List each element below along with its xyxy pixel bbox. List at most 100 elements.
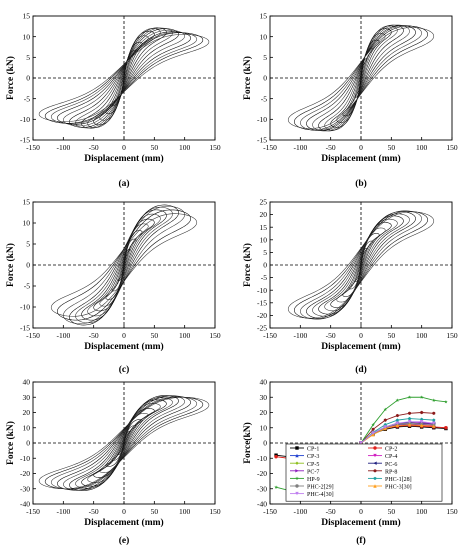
marker-triangle-down	[295, 491, 299, 496]
hysteresis-loops	[38, 27, 210, 129]
x-tick-label: 50	[151, 143, 159, 152]
x-tick-label: -50	[326, 331, 336, 340]
marker-star	[383, 407, 388, 411]
hysteresis-loop	[287, 27, 435, 129]
hysteresis-loop	[318, 215, 404, 315]
x-tick-label: 100	[179, 143, 191, 152]
y-tick-label: 0	[26, 439, 30, 448]
marker-hexagon	[383, 418, 387, 422]
x-tick-label: -100	[56, 331, 70, 340]
marker-star	[395, 398, 400, 402]
panel-a: -150 -100 -50 0 50 100 150-15-10-5051015Displa…	[5, 12, 221, 189]
hysteresis-loop	[38, 34, 210, 122]
y-tick-label: 40	[260, 378, 268, 387]
x-axis-label: Displacement (mm)	[321, 153, 400, 164]
marker-triangle-up	[373, 484, 377, 488]
marker-triangle-down	[432, 421, 436, 425]
hysteresis-loop	[93, 218, 155, 312]
y-axis-label: Force (kN)	[242, 56, 253, 100]
hysteresis-loop	[306, 211, 416, 319]
hysteresis-loop	[63, 395, 185, 491]
hysteresis-loop	[105, 230, 143, 300]
hysteresis-loop	[293, 25, 429, 131]
y-tick-label: 10	[23, 32, 31, 41]
y-tick-label: -10	[257, 115, 267, 124]
y-tick-label: 0	[263, 439, 267, 448]
marker-triangle-up	[419, 423, 424, 428]
y-tick-label: -5	[261, 273, 267, 282]
x-tick-label: -100	[293, 507, 307, 516]
y-axis-label: Force (kN)	[5, 421, 16, 465]
marker-star	[444, 399, 448, 404]
marker-star	[274, 485, 278, 489]
x-tick-label: -50	[326, 507, 336, 516]
y-tick-label: -40	[257, 500, 267, 509]
marker-triangle-down	[373, 453, 377, 458]
x-axis-label: Displacement (mm)	[321, 517, 400, 528]
marker-hexagon	[395, 413, 399, 418]
hysteresis-loop	[287, 211, 435, 319]
x-tick-label: 150	[446, 331, 458, 340]
y-axis-label: Force(kN)	[242, 422, 253, 464]
legend-label: HP-9	[307, 477, 320, 483]
x-tick-label: 100	[179, 507, 191, 516]
marker-triangle-up	[432, 424, 436, 428]
x-tick-label: 150	[446, 143, 458, 152]
y-tick-label: 20	[23, 408, 31, 417]
x-axis-label: Displacement (mm)	[321, 341, 400, 352]
x-tick-label: -150	[263, 143, 277, 152]
x-tick-label: -150	[263, 507, 277, 516]
marker-hexagon	[371, 427, 375, 431]
panels-group: -150 -100 -50 0 50 100 150-15-10-5051015Displa…	[5, 12, 458, 546]
x-tick-label: -100	[56, 143, 70, 152]
y-tick-label: -5	[261, 94, 267, 103]
hysteresis-loop	[69, 204, 179, 326]
marker-triangle-up	[395, 423, 400, 428]
hysteresis-loops	[287, 24, 435, 132]
legend-label: CP-5	[307, 462, 319, 468]
legend-box	[285, 443, 443, 502]
x-tick-label: 50	[388, 331, 396, 340]
y-tick-label: -5	[24, 282, 30, 291]
hysteresis-loop	[348, 48, 374, 108]
y-tick-label: -30	[20, 484, 30, 493]
hysteresis-loop	[324, 25, 398, 131]
legend-label: PC-6	[385, 462, 397, 468]
x-tick-label: 0	[359, 507, 363, 516]
x-tick-label: 150	[209, 507, 221, 516]
marker-star	[419, 395, 424, 399]
y-tick-label: -15	[257, 136, 267, 145]
y-tick-label: -15	[20, 136, 30, 145]
x-tick-label: 0	[359, 331, 363, 340]
hysteresis-loop	[38, 396, 210, 490]
x-tick-label: -50	[89, 507, 99, 516]
hysteresis-loop	[87, 213, 161, 317]
y-tick-label: -20	[20, 469, 30, 478]
hysteresis-loop	[56, 395, 192, 491]
hysteresis-loop	[44, 396, 204, 490]
y-tick-label: -30	[257, 484, 267, 493]
y-axis-label: Force (kN)	[242, 243, 253, 287]
y-tick-label: 5	[263, 248, 267, 257]
hysteresis-loop	[336, 33, 386, 123]
y-tick-label: 30	[260, 393, 268, 402]
y-tick-label: 5	[26, 240, 30, 249]
x-tick-label: -150	[26, 507, 40, 516]
y-tick-label: 0	[26, 261, 30, 270]
x-tick-label: 0	[122, 507, 126, 516]
x-axis-label: Displacement (mm)	[84, 153, 163, 164]
marker-circle	[295, 484, 299, 488]
x-tick-label: -150	[263, 331, 277, 340]
marker-triangle-down	[407, 419, 412, 424]
marker-triangle-right	[295, 469, 299, 473]
x-tick-label: 50	[151, 331, 159, 340]
legend-label: CP-2	[385, 447, 397, 453]
x-tick-label: 100	[179, 331, 191, 340]
marker-square	[295, 446, 299, 450]
hysteresis-loop	[99, 413, 149, 473]
y-tick-label: -20	[257, 311, 267, 320]
y-tick-label: -40	[20, 500, 30, 509]
marker-star	[295, 476, 299, 480]
y-axis-label: Force (kN)	[5, 243, 16, 287]
marker-diamond	[295, 461, 299, 465]
